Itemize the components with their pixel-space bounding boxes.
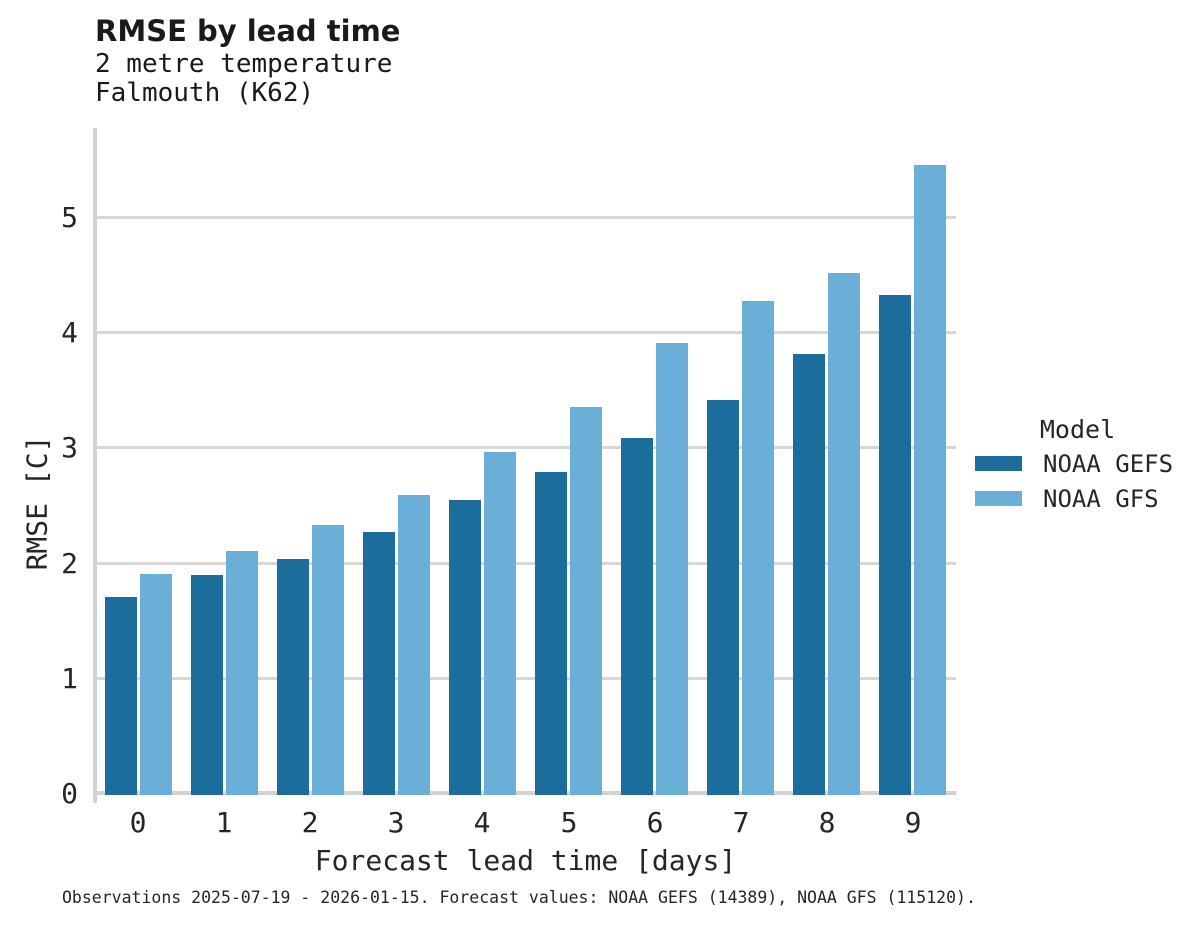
bar-noaa-gfs-day-5 [570, 407, 602, 795]
legend: Model NOAA GEFS NOAA GFS [975, 413, 1180, 516]
bar-noaa-gefs-day-1 [191, 575, 223, 795]
chart-title: RMSE by lead time [95, 14, 401, 48]
x-axis-label: Forecast lead time [days] [314, 844, 737, 877]
legend-entries: NOAA GEFS NOAA GFS [975, 446, 1180, 516]
y-axis-label: RMSE [C] [20, 435, 54, 571]
y-tick-1: 1 [61, 662, 78, 695]
chart-subtitle-variable: 2 metre temperature [95, 49, 393, 79]
legend-title: Model [1039, 415, 1116, 444]
bar-noaa-gefs-day-7 [707, 400, 739, 795]
bar-noaa-gefs-day-0 [105, 597, 137, 795]
y-tick-5: 5 [61, 201, 78, 234]
bar-noaa-gefs-day-4 [449, 500, 481, 795]
legend-entry-noaa-gefs: NOAA GEFS [975, 446, 1180, 481]
gridline-y-5 [95, 216, 956, 219]
legend-swatch-noaa-gefs [975, 456, 1022, 471]
x-tick-6: 6 [646, 806, 664, 839]
x-tick-2: 2 [301, 806, 319, 839]
y-tick-4: 4 [61, 316, 78, 349]
legend-swatch-noaa-gfs [975, 491, 1022, 506]
gridline-y-1 [95, 677, 956, 680]
bar-noaa-gefs-day-2 [277, 559, 309, 795]
x-tick-5: 5 [560, 806, 578, 839]
y-axis-spine [93, 128, 97, 803]
legend-label-noaa-gefs: NOAA GEFS [1043, 449, 1174, 478]
x-tick-9: 9 [904, 806, 922, 839]
x-tick-1: 1 [215, 806, 233, 839]
bar-noaa-gfs-day-4 [484, 452, 516, 795]
gridline-y-3 [95, 446, 956, 449]
bar-noaa-gfs-day-6 [656, 343, 688, 795]
bar-noaa-gfs-day-0 [140, 574, 172, 795]
x-tick-8: 8 [818, 806, 836, 839]
bar-noaa-gfs-day-8 [828, 273, 860, 795]
bar-noaa-gefs-day-8 [793, 354, 825, 795]
x-tick-3: 3 [387, 806, 405, 839]
bar-noaa-gfs-day-3 [398, 495, 430, 795]
gridline-y-4 [95, 331, 956, 334]
x-axis-spine [93, 791, 956, 795]
chart-subtitle-station: Falmouth (K62) [95, 78, 315, 108]
bar-noaa-gfs-day-7 [742, 301, 774, 795]
caption: Observations 2025-07-19 - 2026-01-15. Fo… [62, 888, 976, 907]
bar-noaa-gfs-day-9 [914, 165, 946, 795]
legend-entry-noaa-gfs: NOAA GFS [975, 481, 1180, 516]
bar-noaa-gfs-day-1 [226, 551, 258, 795]
legend-label-noaa-gfs: NOAA GFS [1043, 484, 1159, 513]
x-tick-0: 0 [129, 806, 147, 839]
gridline-y-2 [95, 562, 956, 565]
bar-noaa-gefs-day-9 [879, 295, 911, 795]
y-tick-0: 0 [61, 777, 78, 810]
bar-noaa-gefs-day-6 [621, 438, 653, 795]
y-tick-3: 3 [61, 431, 78, 464]
x-tick-7: 7 [732, 806, 750, 839]
y-tick-2: 2 [61, 547, 78, 580]
bar-noaa-gefs-day-3 [363, 532, 395, 795]
bar-noaa-gefs-day-5 [535, 472, 567, 795]
bar-noaa-gfs-day-2 [312, 525, 344, 795]
x-tick-4: 4 [473, 806, 491, 839]
